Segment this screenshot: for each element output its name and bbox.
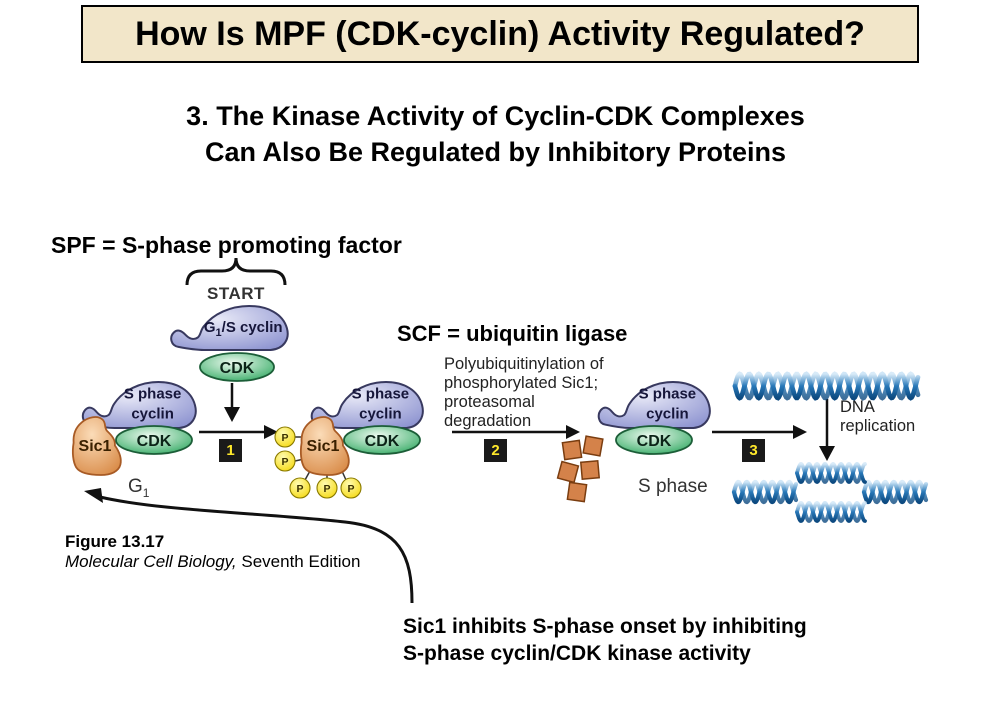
svg-text:CDK: CDK — [220, 360, 255, 377]
svg-text:S phase: S phase — [639, 386, 697, 403]
svg-text:P: P — [281, 432, 288, 444]
svg-text:S phase: S phase — [124, 386, 182, 403]
svg-text:cyclin: cyclin — [359, 406, 402, 423]
svg-text:P: P — [281, 456, 288, 468]
svg-text:CDK: CDK — [637, 433, 672, 450]
svg-text:Sic1: Sic1 — [79, 438, 112, 455]
svg-text:P: P — [296, 483, 303, 495]
svg-text:cyclin: cyclin — [131, 406, 174, 423]
svg-text:P: P — [323, 483, 330, 495]
svg-text:CDK: CDK — [137, 433, 172, 450]
svg-text:cyclin: cyclin — [646, 406, 689, 423]
svg-text:P: P — [347, 483, 354, 495]
svg-text:Sic1: Sic1 — [307, 438, 340, 455]
svg-text:CDK: CDK — [365, 433, 400, 450]
svg-text:S phase: S phase — [352, 386, 410, 403]
